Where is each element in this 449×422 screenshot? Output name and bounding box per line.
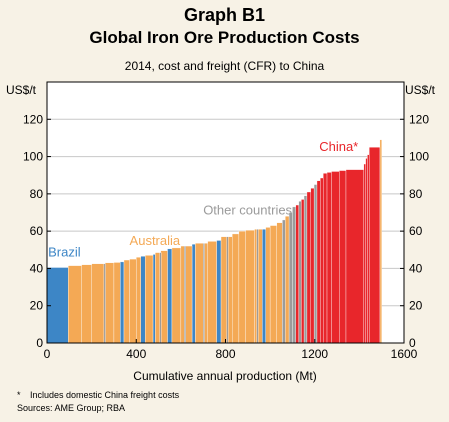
- bar-australia: [269, 225, 277, 344]
- y-axis-right-unit: US$/t: [405, 83, 436, 97]
- bar-china: [367, 154, 370, 344]
- bar-other-countries: [226, 236, 229, 344]
- bar-china: [295, 204, 299, 344]
- bar-china: [316, 180, 321, 344]
- bar-australia: [379, 139, 382, 344]
- bar-china: [310, 188, 315, 344]
- bar-australia: [276, 222, 283, 344]
- bar-china: [363, 163, 366, 344]
- bar-other-countries: [292, 206, 296, 344]
- y-tick-label: 20: [30, 299, 44, 313]
- bar-other-countries: [313, 184, 318, 344]
- y-tick-label: 60: [409, 224, 423, 238]
- bar-other-countries: [256, 229, 259, 344]
- y-tick-label: 100: [409, 150, 429, 164]
- y-tick-label: 40: [409, 261, 423, 275]
- y-tick-label: 40: [30, 261, 44, 275]
- x-tick-label: 0: [44, 347, 51, 361]
- bar-australia: [245, 230, 255, 344]
- bar-other-countries: [298, 201, 302, 344]
- x-axis-title: Cumulative annual production (Mt): [133, 369, 316, 383]
- x-tick-label: 1200: [301, 347, 328, 361]
- bar-other-countries: [203, 243, 205, 344]
- y-axis-left: 0 20 40 60 80 100 120: [23, 112, 51, 350]
- bar-australia: [104, 262, 115, 344]
- bar-australia: [171, 247, 182, 344]
- y-tick-label: 0: [409, 336, 416, 350]
- bar-china: [365, 158, 368, 344]
- bar-australia: [136, 257, 141, 344]
- bar-other-countries: [282, 219, 286, 344]
- y-tick-label: 100: [23, 150, 43, 164]
- y-tick-label: 60: [30, 224, 44, 238]
- cost-bars: [46, 139, 382, 344]
- bar-brazil: [140, 256, 146, 344]
- series-label-china: China*: [319, 139, 358, 154]
- x-axis: 0 400 800 1200 1600: [44, 339, 418, 361]
- bar-brazil: [262, 229, 266, 344]
- y-tick-label: 0: [36, 336, 43, 350]
- bar-china: [331, 171, 340, 344]
- footnote: * Includes domestic China freight costs: [17, 390, 180, 401]
- bar-china: [323, 173, 328, 344]
- x-tick-label: 800: [215, 347, 235, 361]
- sources: Sources: AME Group; RBA: [17, 403, 126, 413]
- bar-australia: [113, 262, 121, 344]
- chart-subtitle: 2014, cost and freight (CFR) to China: [124, 59, 325, 73]
- bar-brazil: [120, 261, 125, 344]
- x-tick-label: 400: [126, 347, 146, 361]
- y-axis-right: 0 20 40 60 80 100 120: [400, 112, 429, 350]
- bar-brazil: [216, 240, 222, 344]
- bar-brazil: [191, 244, 196, 344]
- bar-australia: [160, 250, 168, 344]
- bar-australia: [195, 243, 208, 344]
- bar-australia: [68, 265, 82, 344]
- bar-australia: [285, 216, 290, 344]
- bar-australia: [145, 255, 154, 344]
- series-label-other-countries: Other countries: [203, 202, 292, 217]
- bar-australia: [265, 227, 271, 344]
- bar-other-countries: [184, 245, 186, 344]
- y-tick-label: 80: [30, 187, 44, 201]
- bar-australia: [81, 264, 92, 344]
- series-label-brazil: Brazil: [48, 244, 81, 259]
- x-tick-label: 1600: [391, 347, 418, 361]
- bar-australia: [91, 263, 106, 344]
- footnote-text: Includes domestic China freight costs: [30, 390, 180, 400]
- bar-other-countries: [288, 212, 293, 344]
- bar-china: [306, 191, 311, 344]
- bar-china: [369, 147, 381, 344]
- bar-china: [339, 170, 347, 344]
- bar-australia: [129, 258, 137, 344]
- bar-china: [326, 172, 332, 344]
- bar-brazil: [167, 248, 173, 344]
- series-label-australia: Australia: [130, 233, 181, 248]
- bar-china: [301, 199, 305, 344]
- chart-title: Global Iron Ore Production Costs: [89, 28, 360, 47]
- bar-other-countries: [159, 252, 162, 344]
- y-tick-label: 20: [409, 299, 423, 313]
- bar-australia: [180, 245, 193, 344]
- y-tick-label: 120: [23, 112, 43, 126]
- bar-other-countries: [103, 263, 106, 344]
- y-tick-label: 80: [409, 187, 423, 201]
- y-axis-left-unit: US$/t: [6, 83, 37, 97]
- bar-other-countries: [303, 195, 308, 344]
- bar-brazil: [152, 254, 156, 344]
- graph-label: Graph B1: [183, 5, 266, 25]
- bar-australia: [207, 241, 217, 344]
- y-tick-label: 120: [409, 112, 429, 126]
- footnote-marker: *: [17, 390, 21, 400]
- series-labels: Brazil Australia Other countries China*: [48, 139, 358, 259]
- bar-china: [320, 177, 324, 344]
- bar-australia: [238, 230, 246, 344]
- bar-china: [345, 169, 365, 344]
- bar-australia: [123, 259, 130, 344]
- bar-australia: [232, 233, 240, 344]
